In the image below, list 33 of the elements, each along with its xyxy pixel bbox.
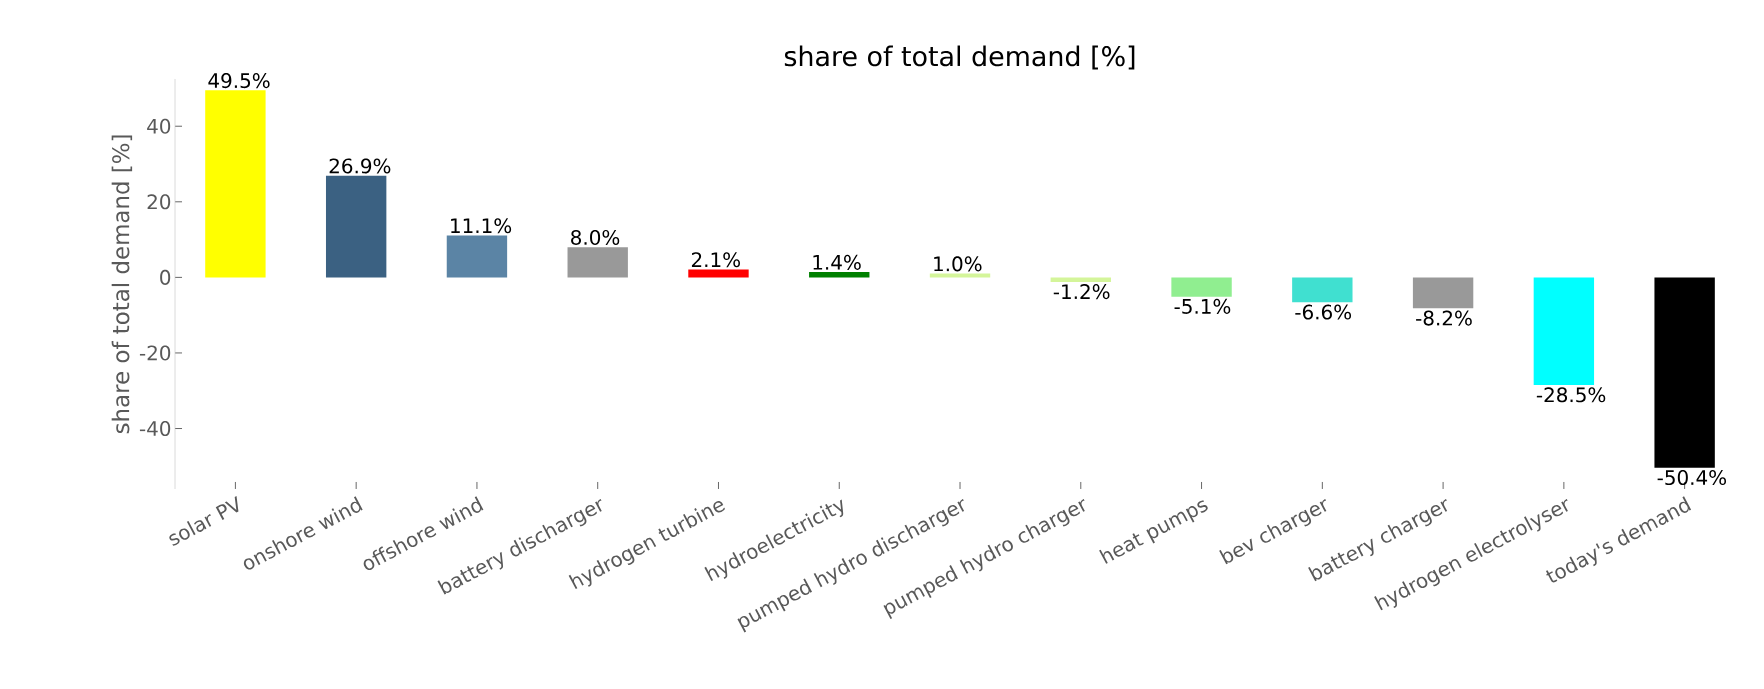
y-tick-label: 20 bbox=[147, 194, 171, 210]
data-label: -1.2% bbox=[1053, 284, 1110, 300]
bar bbox=[688, 269, 749, 278]
bar bbox=[1654, 277, 1715, 468]
data-label: -5.1% bbox=[1174, 298, 1231, 314]
bar bbox=[1050, 277, 1111, 282]
y-tick-label: 40 bbox=[147, 118, 171, 134]
data-label: -50.4% bbox=[1657, 470, 1727, 486]
x-tick-label: solar PV bbox=[169, 496, 239, 546]
bar bbox=[205, 90, 266, 278]
data-label: 1.4% bbox=[813, 254, 861, 270]
data-label: 2.1% bbox=[691, 252, 740, 268]
bar bbox=[1533, 277, 1595, 386]
data-label: -28.5% bbox=[1536, 387, 1606, 403]
bar bbox=[325, 175, 387, 278]
bar bbox=[1412, 277, 1474, 309]
data-label: 8.0% bbox=[571, 229, 620, 245]
bar bbox=[1171, 277, 1232, 297]
data-label: 49.5% bbox=[208, 73, 270, 89]
data-label: 1.0% bbox=[934, 256, 982, 272]
data-label: -8.2% bbox=[1416, 310, 1472, 326]
data-label: -6.6% bbox=[1295, 304, 1352, 320]
y-tick-label: -20 bbox=[139, 345, 171, 361]
y-axis-title: share of total demand [%] bbox=[111, 135, 133, 434]
chart-title: share of total demand [%] bbox=[784, 45, 1135, 70]
bar bbox=[446, 235, 508, 278]
y-tick-label: 0 bbox=[160, 269, 171, 285]
bar bbox=[1292, 277, 1353, 303]
data-label: 11.1% bbox=[451, 218, 512, 234]
data-label: 26.9% bbox=[329, 158, 391, 174]
bar bbox=[567, 247, 628, 278]
bar bbox=[809, 272, 870, 278]
y-tick-label: -40 bbox=[139, 421, 171, 437]
